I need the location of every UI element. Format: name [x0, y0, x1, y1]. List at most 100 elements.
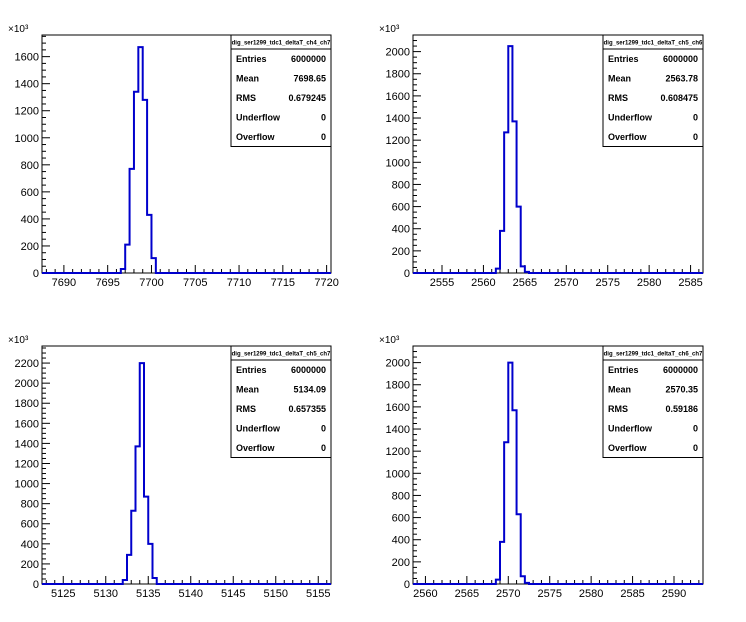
stats-row-label: Underflow	[608, 423, 653, 433]
y-tick-label: 600	[392, 513, 410, 525]
stats-row-label: Mean	[608, 384, 631, 394]
x-tick-label: 5155	[306, 588, 330, 600]
x-tick-label: 2585	[620, 588, 644, 600]
x-tick-label: 7705	[183, 277, 207, 289]
y-exponent-label: ×10³	[8, 335, 29, 346]
y-tick-label: 2000	[15, 378, 39, 390]
stats-row-label: RMS	[236, 93, 256, 103]
stats-row-label: RMS	[608, 404, 628, 414]
x-tick-label: 5135	[136, 588, 160, 600]
y-tick-label: 2200	[15, 358, 39, 370]
y-tick-label: 0	[33, 579, 39, 591]
stats-row-value: 0.608475	[660, 93, 698, 103]
stats-histogram-name: dig_ser1299_tdc1_deltaT_ch5_ch7	[232, 352, 331, 358]
y-tick-label: 1200	[386, 446, 410, 458]
stats-row-label: Overflow	[236, 443, 276, 453]
x-tick-label: 2585	[678, 277, 702, 289]
y-tick-label: 1400	[15, 79, 39, 91]
x-tick-label: 2580	[637, 277, 661, 289]
stats-row-value: 0.657355	[288, 404, 326, 414]
y-tick-label: 1400	[386, 113, 410, 125]
x-tick-label: 5145	[221, 588, 245, 600]
y-tick-label: 1200	[15, 106, 39, 118]
stats-row-value: 0.679245	[288, 93, 326, 103]
y-tick-label: 1400	[15, 438, 39, 450]
x-tick-label: 5130	[94, 588, 118, 600]
stats-row-value: 0	[321, 132, 326, 142]
stats-box	[602, 34, 704, 147]
y-tick-label: 1000	[386, 157, 410, 169]
y-tick-label: 800	[21, 160, 39, 172]
stats-row-value: 0	[693, 112, 698, 122]
y-tick-label: 800	[392, 179, 410, 191]
stats-row-label: Underflow	[236, 423, 281, 433]
y-tick-label: 0	[404, 268, 410, 280]
stats-row-label: Mean	[608, 73, 631, 83]
stats-box	[230, 34, 332, 147]
stats-row-label: RMS	[608, 93, 628, 103]
stats-row-value: 0	[321, 423, 326, 433]
stats-row-label: Overflow	[608, 132, 648, 142]
stats-histogram-name: dig_ser1299_tdc1_deltaT_ch5_ch6	[604, 41, 703, 47]
x-tick-label: 2555	[430, 277, 454, 289]
stats-row-value: 2570.35	[665, 384, 698, 394]
histogram-series-line	[42, 362, 331, 585]
y-tick-label: 200	[21, 559, 39, 571]
stats-row-value: 6000000	[663, 365, 698, 375]
stats-row-value: 0	[693, 132, 698, 142]
x-tick-label: 2590	[662, 588, 686, 600]
y-tick-label: 600	[392, 202, 410, 214]
histogram-series-line	[42, 46, 331, 274]
y-tick-label: 1000	[15, 133, 39, 145]
x-tick-label: 2560	[471, 277, 495, 289]
histogram-series-line	[413, 45, 703, 274]
stats-box	[602, 345, 704, 458]
y-tick-label: 400	[21, 539, 39, 551]
y-tick-label: 1000	[386, 468, 410, 480]
x-tick-label: 2565	[455, 588, 479, 600]
histogram-panel-4: 2560 2565 2570 2575 2580 2585 2590 0 200 400 600 80…	[379, 335, 704, 600]
x-tick-label: 2580	[579, 588, 603, 600]
stats-row-value: 0	[321, 112, 326, 122]
stats-row-label: Underflow	[236, 112, 281, 122]
y-tick-label: 1800	[15, 398, 39, 410]
y-tick-label: 600	[21, 187, 39, 199]
stats-row-label: Entries	[608, 365, 639, 375]
stats-row-label: Entries	[608, 54, 639, 64]
histogram-panel-1: 7690 7695 7700 7705 7710 7715 7720 0 200 400 600 80…	[8, 24, 339, 289]
x-tick-label: 7690	[52, 277, 76, 289]
x-tick-label: 2575	[537, 588, 561, 600]
y-tick-label: 800	[392, 490, 410, 502]
stats-row-label: Underflow	[608, 112, 653, 122]
y-exponent-label: ×10³	[379, 335, 400, 346]
y-tick-label: 600	[21, 519, 39, 531]
y-tick-label: 1800	[386, 69, 410, 81]
x-tick-label: 7715	[271, 277, 295, 289]
stats-row-value: 6000000	[291, 54, 326, 64]
stats-row-label: Entries	[236, 54, 267, 64]
y-tick-label: 1600	[15, 52, 39, 64]
x-tick-label: 2560	[413, 588, 437, 600]
x-tick-label: 2575	[595, 277, 619, 289]
x-tick-label: 2570	[554, 277, 578, 289]
x-tick-label: 7700	[139, 277, 163, 289]
histogram-panel-2: 2555 2560 2565 2570 2575 2580 2585 0 200 400 600 80…	[379, 24, 704, 289]
stats-row-label: Entries	[236, 365, 267, 375]
stats-row-label: Overflow	[236, 132, 276, 142]
stats-row-label: RMS	[236, 404, 256, 414]
y-tick-label: 1600	[386, 91, 410, 103]
stats-box	[230, 345, 332, 458]
stats-row-value: 0	[321, 443, 326, 453]
y-tick-label: 200	[392, 557, 410, 569]
y-tick-label: 1200	[15, 458, 39, 470]
y-tick-label: 200	[21, 241, 39, 253]
x-tick-label: 2565	[513, 277, 537, 289]
y-tick-label: 400	[392, 535, 410, 547]
y-tick-label: 1600	[15, 418, 39, 430]
stats-row-label: Overflow	[608, 443, 648, 453]
stats-row-label: Mean	[236, 73, 259, 83]
y-tick-label: 400	[392, 224, 410, 236]
y-exponent-label: ×10³	[379, 24, 400, 35]
y-tick-label: 2000	[386, 47, 410, 59]
